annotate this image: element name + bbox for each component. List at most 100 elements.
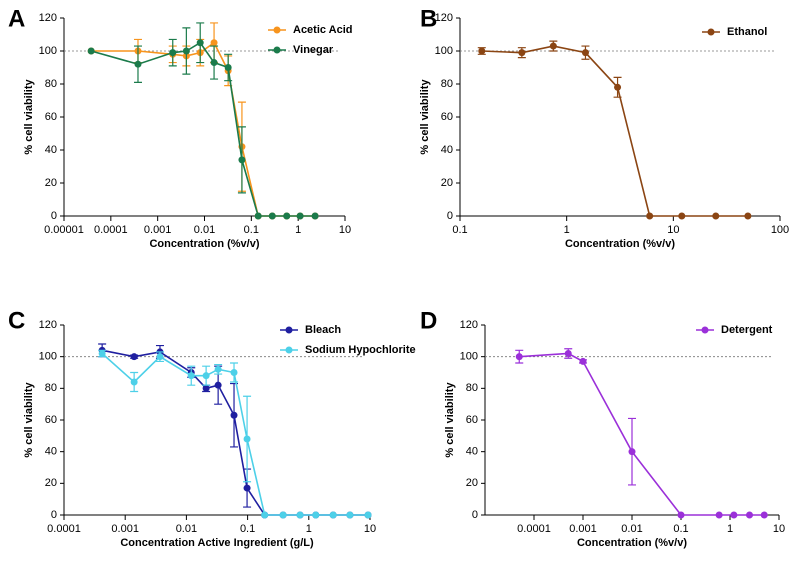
- y-tick-label: 60: [466, 414, 478, 426]
- data-point: [238, 156, 246, 164]
- series-line: [91, 41, 316, 217]
- x-tick-label: 1: [306, 523, 312, 535]
- y-tick-label: 40: [45, 446, 57, 458]
- y-tick-label: 20: [45, 477, 57, 489]
- data-point: [268, 212, 276, 220]
- data-point: [254, 212, 262, 220]
- data-point: [156, 353, 164, 361]
- data-point: [210, 39, 218, 47]
- legend-marker: [285, 326, 293, 334]
- y-tick-label: 100: [39, 45, 57, 57]
- data-point: [243, 484, 251, 492]
- data-point: [730, 511, 738, 519]
- y-axis-title: % cell viability: [419, 79, 431, 155]
- y-tick-label: 120: [39, 12, 57, 24]
- x-tick-label: 0.0001: [94, 224, 128, 236]
- data-point: [312, 511, 320, 519]
- data-point: [261, 511, 269, 519]
- data-point: [646, 212, 654, 220]
- data-point: [346, 511, 354, 519]
- data-point: [478, 47, 486, 55]
- data-point: [744, 212, 752, 220]
- data-point: [515, 353, 523, 361]
- legend-label: Vinegar: [293, 44, 334, 56]
- series-line: [101, 352, 369, 516]
- legend-marker: [273, 26, 281, 34]
- data-point: [196, 39, 204, 47]
- x-tick-label: 0.001: [144, 224, 172, 236]
- data-point: [581, 49, 589, 57]
- data-point: [202, 384, 210, 392]
- data-point: [187, 372, 195, 380]
- data-point: [677, 511, 685, 519]
- x-tick-label: 0.0001: [517, 523, 551, 535]
- data-point: [230, 411, 238, 419]
- y-tick-label: 100: [39, 351, 57, 363]
- series-line: [519, 352, 765, 516]
- x-tick-label: 10: [667, 224, 679, 236]
- data-point: [98, 350, 106, 357]
- y-tick-label: 60: [45, 111, 57, 123]
- x-tick-label: 1: [727, 523, 733, 535]
- panel-letter: A: [8, 5, 25, 32]
- y-tick-label: 0: [472, 509, 478, 521]
- y-axis-title: % cell viability: [23, 79, 35, 155]
- x-axis-title: Concentration Active Ingredient (g/L): [120, 537, 314, 549]
- x-tick-label: 10: [364, 523, 376, 535]
- y-tick-label: 0: [51, 210, 57, 222]
- x-tick-label: 0.1: [452, 224, 467, 236]
- x-tick-label: 0.01: [621, 523, 642, 535]
- y-tick-label: 120: [460, 319, 478, 331]
- data-point: [210, 59, 218, 67]
- data-point: [364, 511, 372, 519]
- y-tick-label: 0: [447, 210, 453, 222]
- y-tick-label: 20: [466, 477, 478, 489]
- y-tick-label: 40: [45, 144, 57, 156]
- data-point: [678, 212, 686, 220]
- legend-label: Ethanol: [727, 26, 767, 38]
- data-point: [296, 212, 304, 220]
- y-axis-title: % cell viability: [444, 382, 456, 458]
- x-axis-title: Concentration (%v/v): [149, 238, 259, 250]
- data-point: [87, 47, 95, 55]
- panel-letter: C: [8, 307, 25, 334]
- data-point: [224, 64, 232, 71]
- x-axis-title: Concentration (%v/v): [577, 537, 687, 549]
- y-tick-label: 60: [45, 414, 57, 426]
- x-tick-label: 0.001: [111, 523, 139, 535]
- panel-letter: D: [420, 307, 437, 334]
- y-tick-label: 0: [51, 509, 57, 521]
- data-point: [214, 381, 222, 389]
- legend-label: Bleach: [305, 324, 341, 336]
- x-tick-label: 0.01: [194, 224, 215, 236]
- x-tick-label: 10: [773, 523, 785, 535]
- data-point: [715, 511, 723, 519]
- y-tick-label: 60: [441, 111, 453, 123]
- series-line: [481, 45, 748, 217]
- x-tick-label: 0.001: [569, 523, 597, 535]
- data-point: [712, 212, 720, 220]
- x-tick-label: 0.01: [176, 523, 197, 535]
- x-tick-label: 0.1: [240, 523, 255, 535]
- data-point: [182, 47, 190, 55]
- data-point: [614, 83, 622, 91]
- data-point: [745, 511, 753, 519]
- data-point: [130, 353, 138, 361]
- legend-label: Acetic Acid: [293, 24, 353, 36]
- y-tick-label: 80: [441, 78, 453, 90]
- x-axis-title: Concentration (%v/v): [565, 238, 675, 250]
- x-tick-label: 1: [564, 224, 570, 236]
- y-tick-label: 40: [441, 144, 453, 156]
- y-tick-label: 20: [45, 177, 57, 189]
- data-point: [311, 212, 319, 220]
- series-line: [90, 41, 316, 217]
- legend-label: Sodium Hypochlorite: [305, 344, 416, 356]
- data-point: [243, 435, 251, 443]
- y-tick-label: 100: [460, 351, 478, 363]
- legend-marker: [285, 346, 293, 354]
- legend-marker: [707, 28, 715, 36]
- data-point: [214, 365, 222, 373]
- y-tick-label: 20: [441, 177, 453, 189]
- y-tick-label: 80: [45, 382, 57, 394]
- data-point: [134, 60, 142, 68]
